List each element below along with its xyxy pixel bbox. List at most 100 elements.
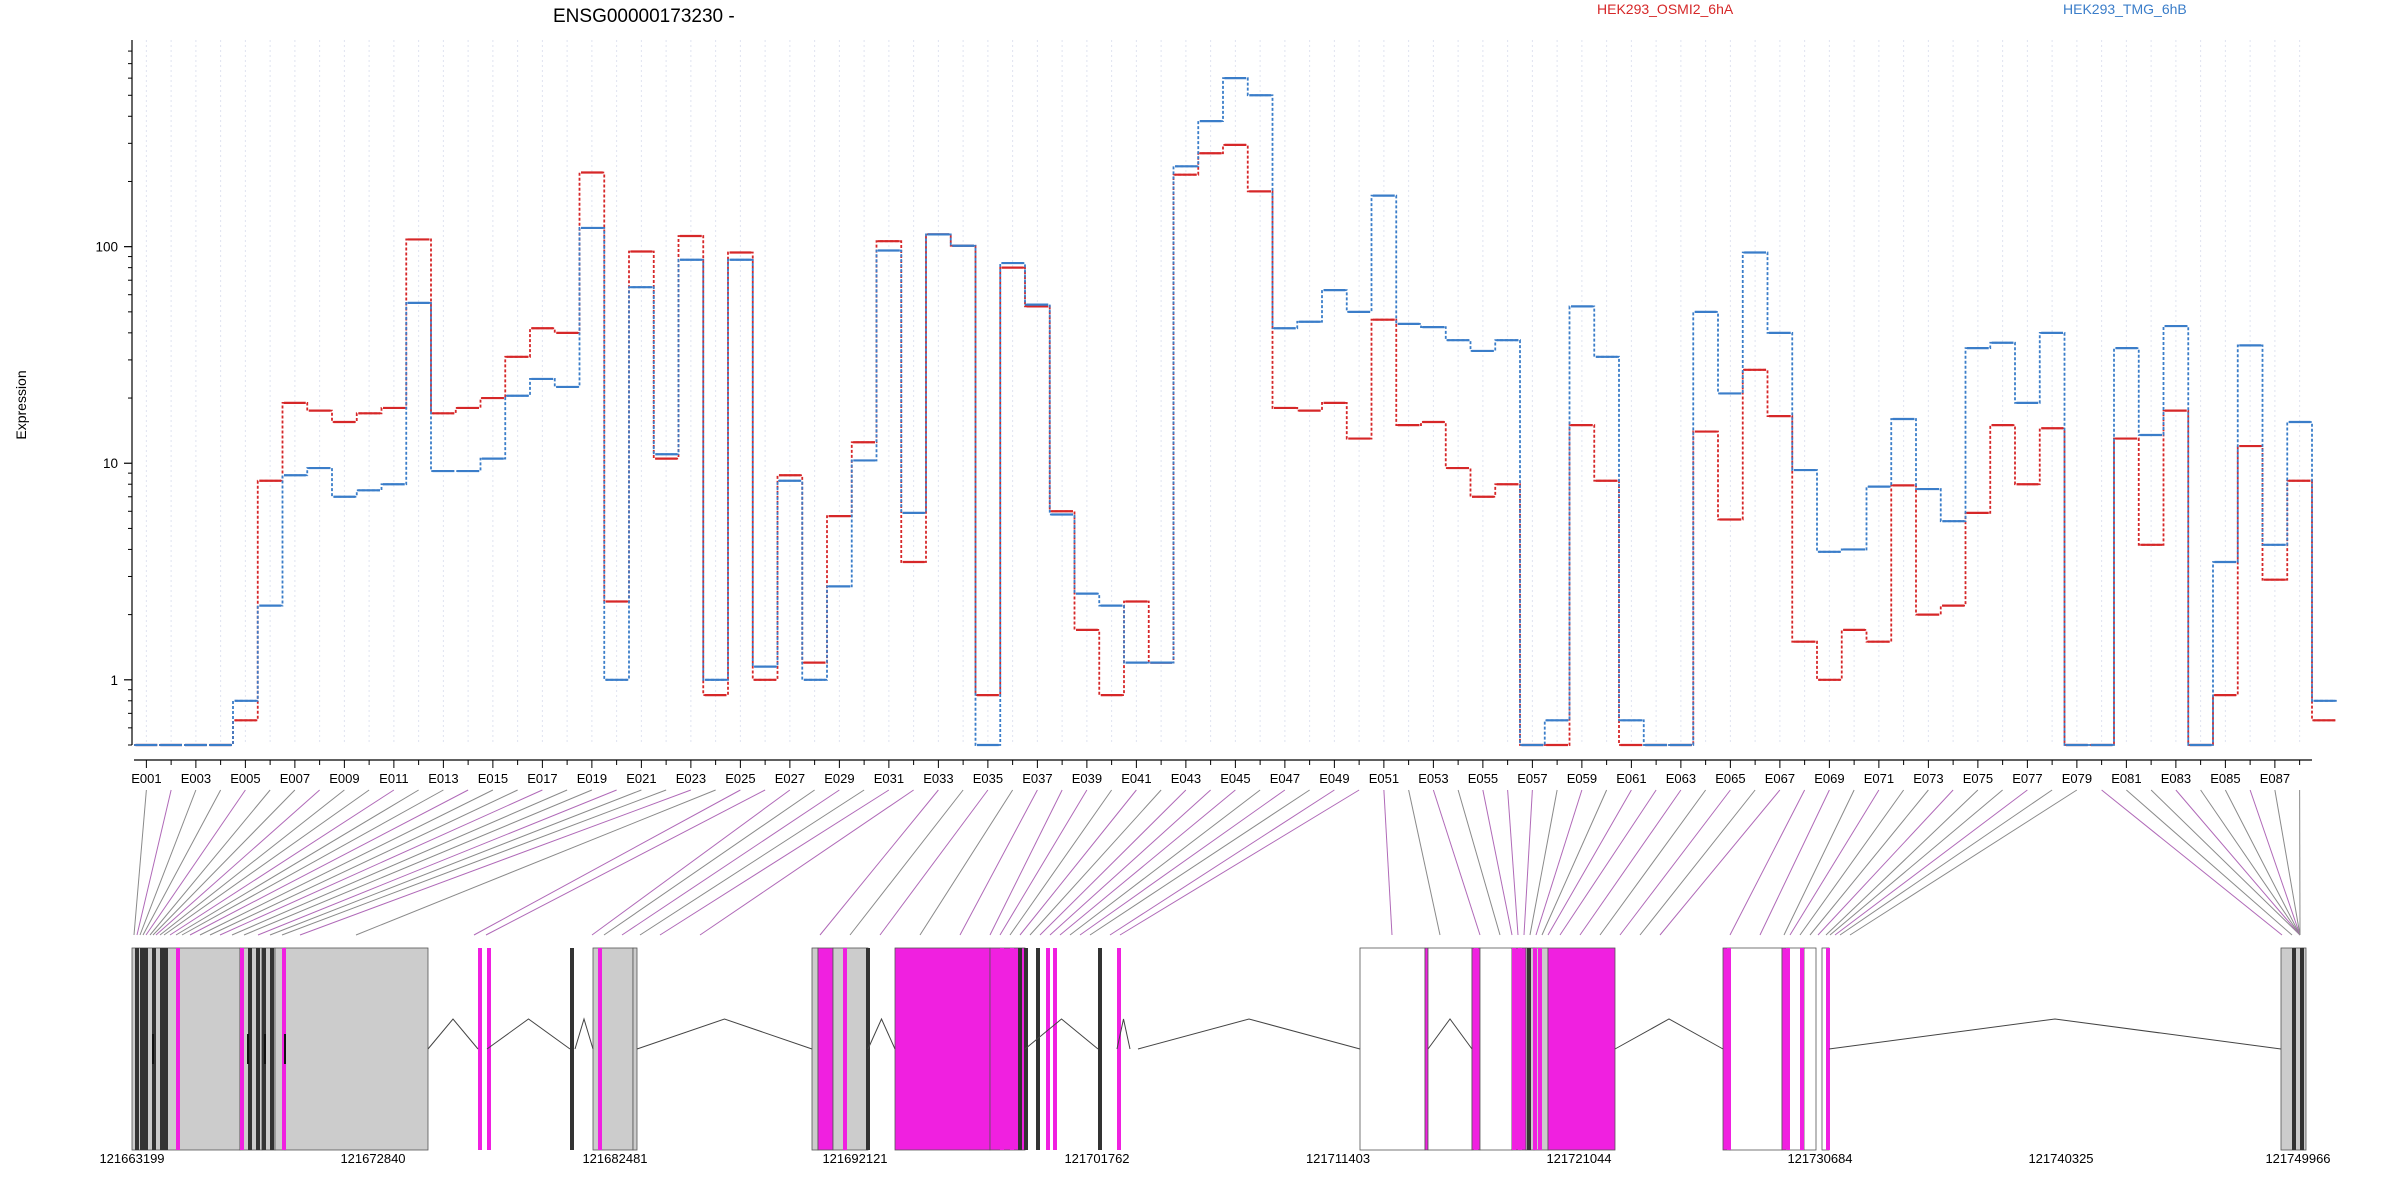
intron-line <box>1614 1018 1724 1050</box>
exon-marker <box>1117 948 1121 1150</box>
connector-E013 <box>181 789 444 936</box>
gene-model <box>131 947 2307 1151</box>
exon-label-E087: E087 <box>2260 771 2290 786</box>
exon-block <box>1479 947 1513 1151</box>
exon-label-E001: E001 <box>131 771 161 786</box>
connector-E029 <box>621 789 840 936</box>
exon-label-E085: E085 <box>2210 771 2240 786</box>
intron-line <box>1427 1018 1473 1050</box>
exon-label-E041: E041 <box>1121 771 1151 786</box>
y-axis: 1 10 100 <box>95 40 133 746</box>
connector-E049 <box>1109 789 1335 936</box>
connector-E031 <box>659 789 890 936</box>
exon-label-E057: E057 <box>1517 771 1547 786</box>
connector-E072 <box>1799 789 1905 936</box>
connector-E004 <box>142 789 222 936</box>
legend-entry-tmg: HEK293_TMG_6hB <box>2063 1 2187 17</box>
intron-line <box>1116 1018 1131 1050</box>
connector-E048 <box>1089 789 1310 936</box>
exon-marker <box>843 948 847 1150</box>
connector-E041 <box>1019 789 1137 936</box>
exon-label-E063: E063 <box>1666 771 1696 786</box>
connector-E020 <box>257 789 617 936</box>
exon-marker <box>1800 948 1804 1150</box>
connector-E085 <box>2224 789 2301 936</box>
series-line-0 <box>134 144 2337 746</box>
connector-E057 <box>1523 789 1533 936</box>
intron-line <box>1137 1018 1361 1050</box>
exon-block <box>811 947 819 1151</box>
exon-label-E023: E023 <box>676 771 706 786</box>
exon-marker <box>598 948 602 1150</box>
exon-marker <box>176 948 180 1150</box>
connector-E038 <box>989 789 1063 936</box>
intron-line <box>427 1018 479 1050</box>
connector-E074 <box>1817 789 1954 936</box>
connector-E081 <box>2126 789 2293 936</box>
chart-title: ENSG00000173230 - <box>553 6 735 27</box>
exon-block <box>1424 947 1429 1151</box>
y-tick-label: 100 <box>95 240 118 255</box>
exon-label-E039: E039 <box>1072 771 1102 786</box>
exon-label-E025: E025 <box>725 771 755 786</box>
exon-block <box>1729 947 1783 1151</box>
exon-label-E083: E083 <box>2161 771 2191 786</box>
connector-E003 <box>139 789 197 936</box>
series-1 <box>134 77 2337 747</box>
connector-E083 <box>2175 789 2301 936</box>
coord-label: 121692121 <box>822 1151 887 1166</box>
exon-marker <box>160 948 164 1150</box>
exon-marker <box>1533 948 1537 1150</box>
connector-E070 <box>1783 789 1855 936</box>
connector-E015 <box>199 789 494 936</box>
intron-line <box>486 1018 571 1050</box>
coord-label: 121711403 <box>1306 1151 1370 1166</box>
exon-marker <box>1474 948 1478 1150</box>
exon-label-E011: E011 <box>379 771 408 786</box>
exon-marker <box>1538 948 1542 1150</box>
connector-E024 <box>355 789 716 936</box>
exon-label-E067: E067 <box>1765 771 1795 786</box>
exon-connector-lines <box>133 789 2301 936</box>
exon-label-E013: E013 <box>428 771 458 786</box>
coord-label: 121663199 <box>99 1151 164 1166</box>
exon-label-E055: E055 <box>1468 771 1498 786</box>
exon-label-E075: E075 <box>1963 771 1993 786</box>
connector-E080 <box>2101 789 2283 936</box>
coord-label: 121730684 <box>1787 1151 1852 1166</box>
legend-entry-osmi2: HEK293_OSMI2_6hA <box>1597 1 1734 17</box>
exon-label-E047: E047 <box>1270 771 1300 786</box>
connector-E056 <box>1507 789 1519 936</box>
connector-E078 <box>1839 789 2053 936</box>
connector-E068 <box>1729 789 1806 936</box>
y-tick-label: 10 <box>103 456 118 471</box>
exon-label-E053: E053 <box>1418 771 1448 786</box>
connector-E059 <box>1535 789 1583 936</box>
connector-E047 <box>1079 789 1286 936</box>
exon-marker <box>164 948 168 1150</box>
coord-label: 121682481 <box>582 1151 647 1166</box>
exon-label-E017: E017 <box>527 771 557 786</box>
exon-marker <box>144 948 148 1150</box>
exon-marker <box>1046 948 1050 1150</box>
exon-block <box>131 947 241 1151</box>
exon-marker <box>1053 948 1057 1150</box>
exon-marker <box>240 948 244 1150</box>
connector-E033 <box>819 789 939 936</box>
connector-E052 <box>1408 789 1441 936</box>
connector-E071 <box>1789 789 1880 936</box>
connector-E046 <box>1069 789 1261 936</box>
exon-marker <box>1018 948 1022 1150</box>
connector-E009 <box>159 789 345 936</box>
exon-label-E051: E051 <box>1369 771 1399 786</box>
connector-E086 <box>2249 789 2301 936</box>
exon-label-E049: E049 <box>1319 771 1349 786</box>
connector-E001 <box>133 789 147 936</box>
connector-E018 <box>231 789 568 936</box>
connector-E014 <box>189 789 469 936</box>
connector-E051 <box>1383 789 1393 936</box>
connector-E066 <box>1639 789 1756 936</box>
y-axis-label: Expression <box>13 370 29 439</box>
connector-E010 <box>163 789 370 936</box>
